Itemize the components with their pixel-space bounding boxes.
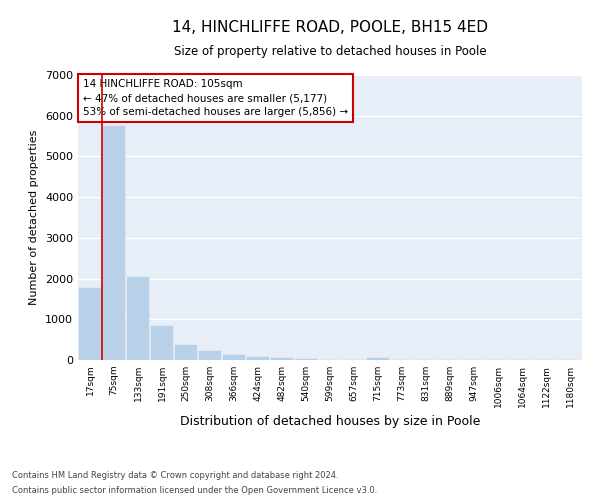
X-axis label: Distribution of detached houses by size in Poole: Distribution of detached houses by size … xyxy=(180,416,480,428)
Text: Contains public sector information licensed under the Open Government Licence v3: Contains public sector information licen… xyxy=(12,486,377,495)
Bar xyxy=(175,345,197,360)
Bar xyxy=(151,326,173,360)
Text: Contains HM Land Registry data © Crown copyright and database right 2024.: Contains HM Land Registry data © Crown c… xyxy=(12,471,338,480)
Text: Size of property relative to detached houses in Poole: Size of property relative to detached ho… xyxy=(173,45,487,58)
Text: 14, HINCHLIFFE ROAD, POOLE, BH15 4ED: 14, HINCHLIFFE ROAD, POOLE, BH15 4ED xyxy=(172,20,488,35)
Bar xyxy=(271,358,293,360)
Text: 14 HINCHLIFFE ROAD: 105sqm
← 47% of detached houses are smaller (5,177)
53% of s: 14 HINCHLIFFE ROAD: 105sqm ← 47% of deta… xyxy=(83,80,348,118)
Bar xyxy=(223,355,245,360)
Bar xyxy=(103,126,125,360)
Bar xyxy=(247,356,269,360)
Bar xyxy=(367,358,389,360)
Bar xyxy=(79,288,101,360)
Bar xyxy=(127,276,149,360)
Bar xyxy=(199,350,221,360)
Y-axis label: Number of detached properties: Number of detached properties xyxy=(29,130,40,305)
